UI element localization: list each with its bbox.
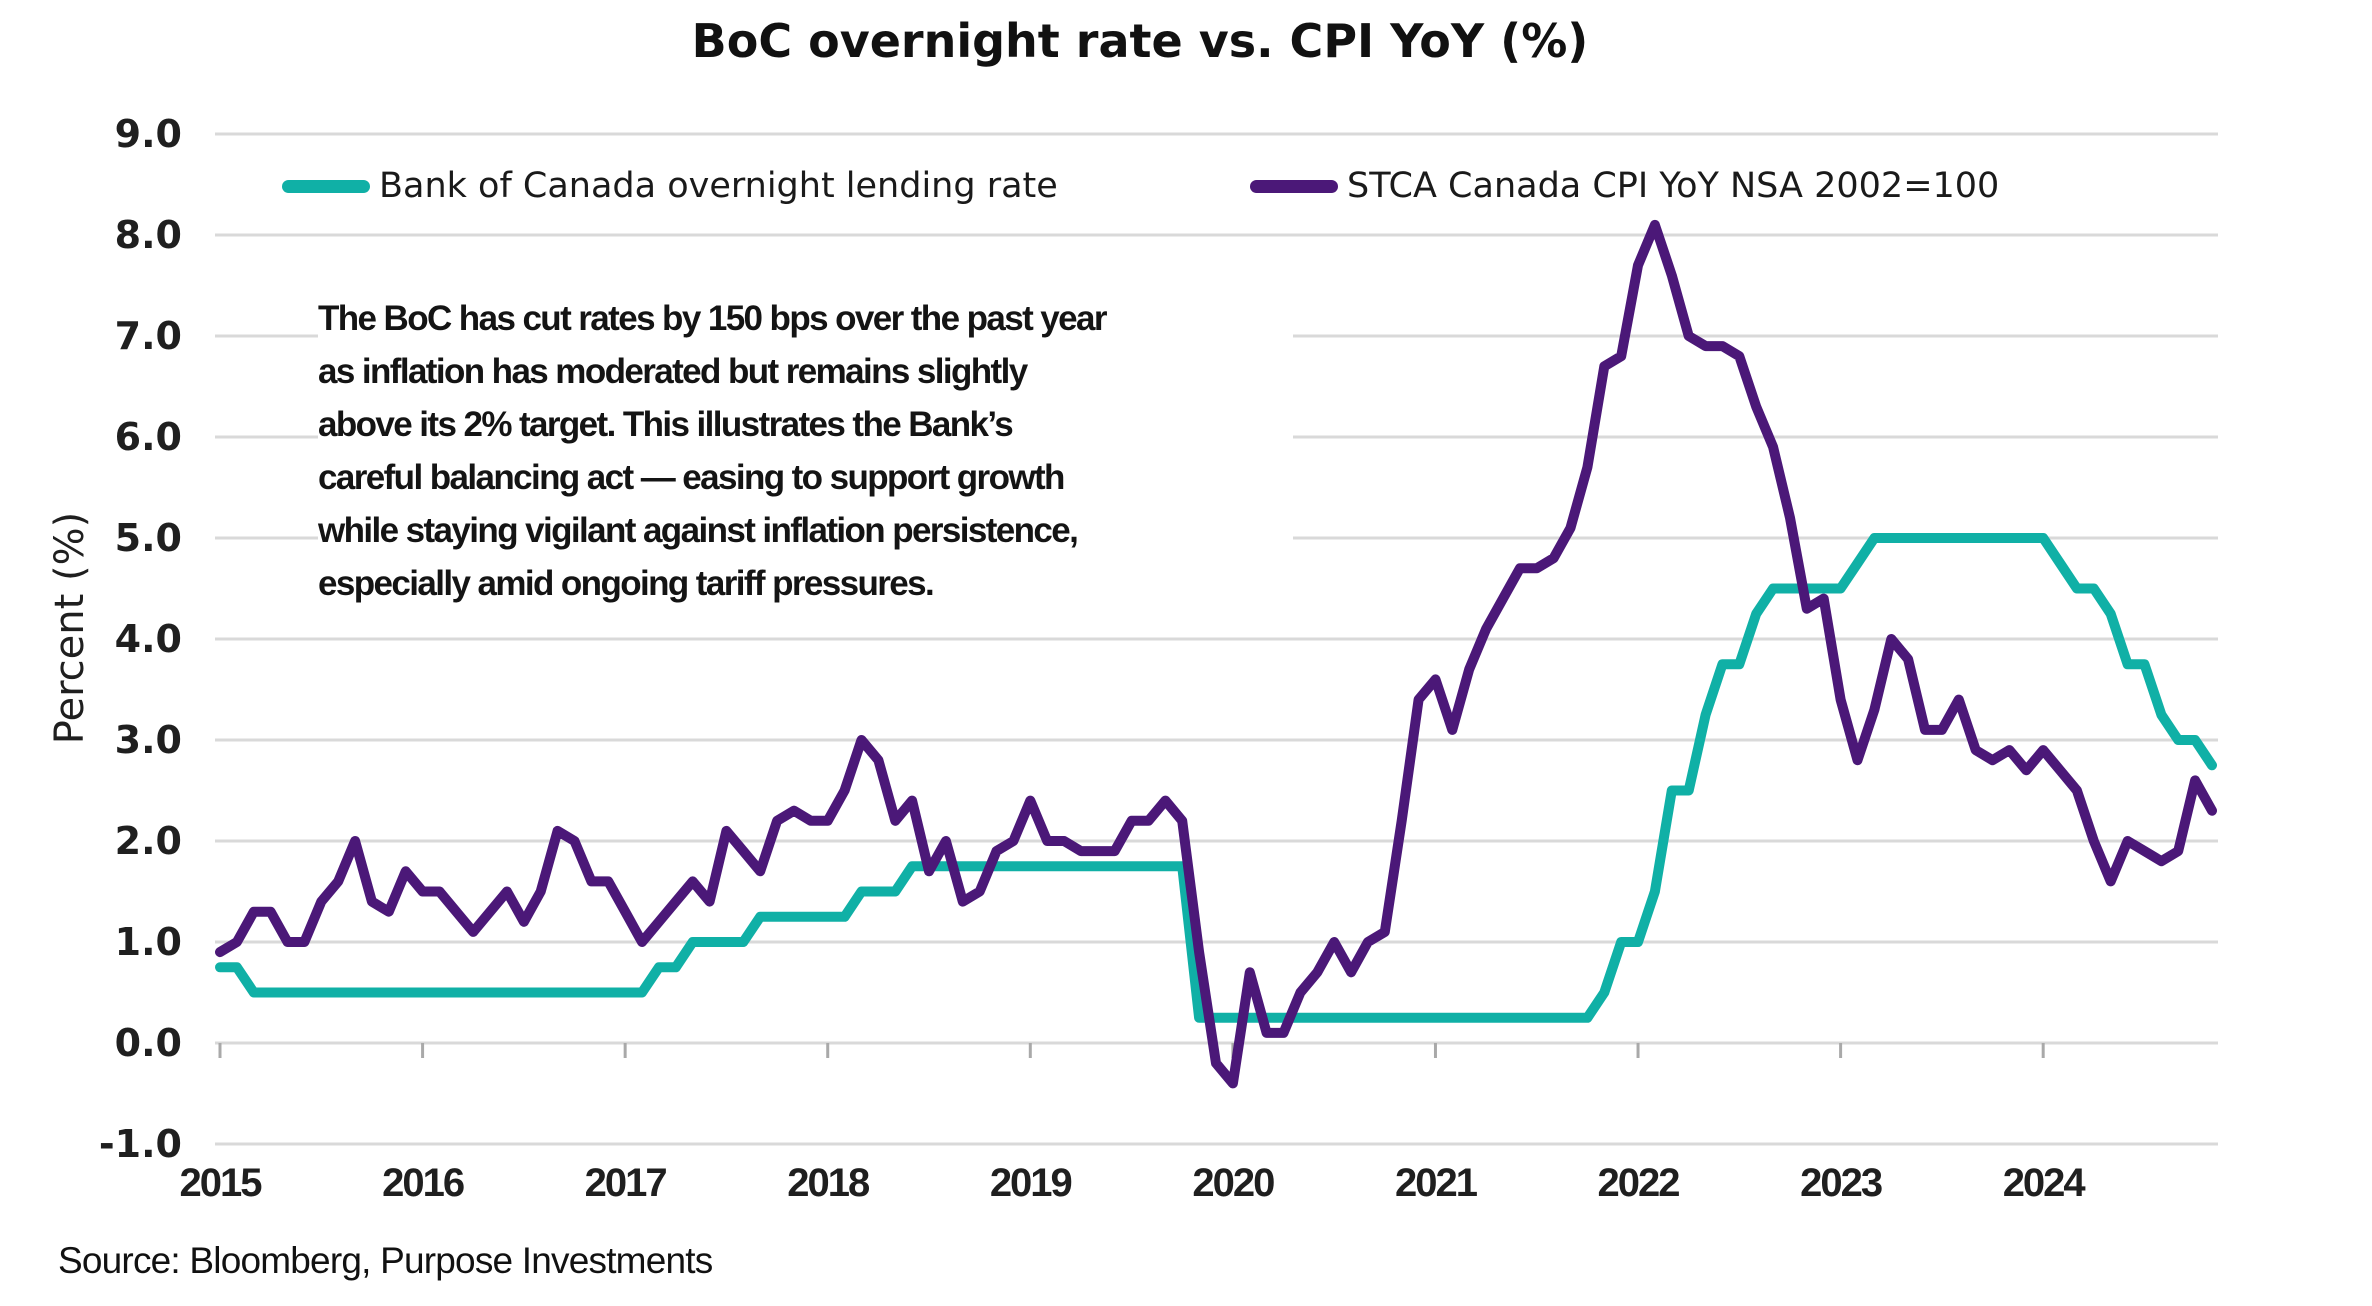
x-year-label-2017: 2017 [585,1161,667,1205]
legend-label-boc-rate: Bank of Canada overnight lending rate [379,166,1058,206]
y-tick-label-5.0: 5.0 [115,516,182,560]
y-axis-title: Percent (%) [47,511,93,745]
annotation-text-box: The BoC has cut rates by 150 bps over th… [318,292,1293,610]
x-year-label-2022: 2022 [1598,1161,1680,1205]
legend-label-cpi: STCA Canada CPI YoY NSA 2002=100 [1347,166,2000,206]
annotation-line: while staying vigilant against inflation… [318,511,1079,550]
series-line-boc-rate [215,533,2217,1023]
y-tick-label-1.0: 1.0 [115,920,182,964]
x-year-label-2020: 2020 [1192,1161,1274,1205]
y-tick-label--1.0: -1.0 [99,1122,182,1166]
y-tick-label-8.0: 8.0 [115,213,182,257]
source-attribution: Source: Bloomberg, Purpose Investments [58,1240,713,1281]
annotation-line: as inflation has moderated but remains s… [318,352,1028,391]
x-year-label-2015: 2015 [180,1161,263,1205]
legend-swatch-teal [282,179,370,193]
annotation-line: The BoC has cut rates by 150 bps over th… [318,299,1107,338]
x-year-label-2024: 2024 [2003,1161,2087,1205]
series-line-cpi-yoy [215,219,2217,1089]
x-year-label-2018: 2018 [787,1161,870,1205]
annotation-line: careful balancing act — easing to suppor… [318,458,1065,497]
y-tick-label-0.0: 0.0 [115,1021,182,1065]
x-year-label-2019: 2019 [990,1161,1072,1205]
legend-item-boc-rate: Bank of Canada overnight lending rate [282,166,1058,206]
x-year-label-2016: 2016 [382,1161,464,1205]
y-tick-label-2.0: 2.0 [115,819,182,863]
y-tick-label-9.0: 9.0 [115,112,182,156]
y-tick-label-3.0: 3.0 [115,718,182,762]
x-year-label-2021: 2021 [1395,1161,1478,1205]
annotation-line: especially amid ongoing tariff pressures… [318,564,935,603]
annotation-line: above its 2% target. This illustrates th… [318,405,1014,444]
y-tick-label-4.0: 4.0 [115,617,182,661]
legend-item-cpi: STCA Canada CPI YoY NSA 2002=100 [1250,166,1999,206]
x-year-label-2023: 2023 [1800,1161,1882,1205]
y-tick-label-7.0: 7.0 [115,314,182,358]
legend-swatch-purple [1250,179,1338,193]
chart-title: BoC overnight rate vs. CPI YoY (%) [691,14,1589,68]
y-tick-label-6.0: 6.0 [115,415,182,459]
